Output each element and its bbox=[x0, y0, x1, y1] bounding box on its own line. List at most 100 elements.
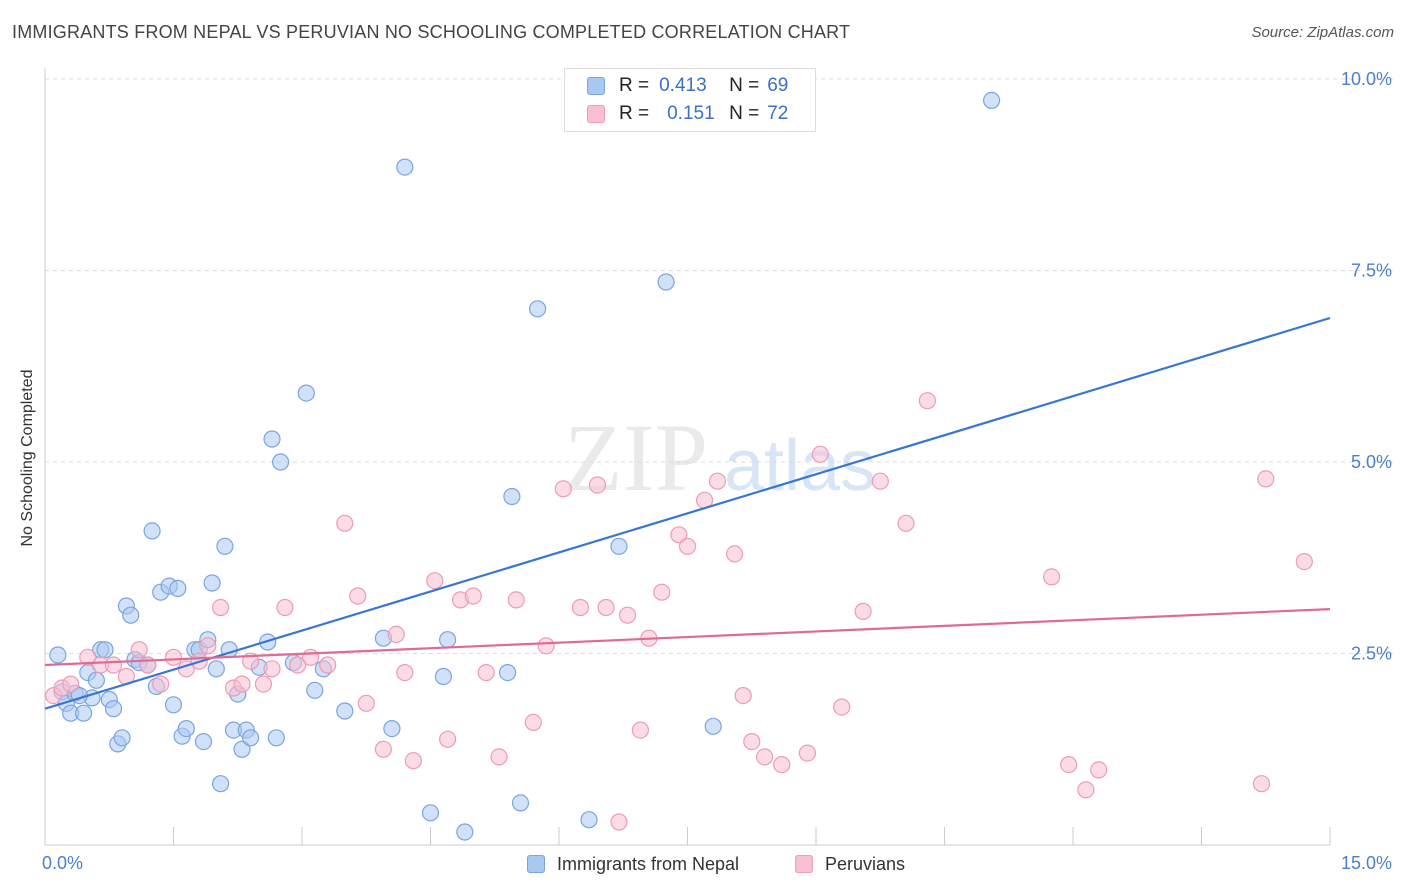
peru-point-24 bbox=[336, 514, 354, 532]
peru-point-38 bbox=[524, 713, 542, 732]
nepal-point-5 bbox=[74, 704, 93, 722]
nepal-point-43 bbox=[267, 729, 285, 747]
peru-point-34 bbox=[464, 587, 482, 605]
peru-point-9 bbox=[152, 675, 170, 693]
peru-point-53 bbox=[725, 545, 744, 563]
peru-point-16 bbox=[233, 675, 251, 693]
peru-point-3 bbox=[79, 648, 97, 666]
y-tick-label-2: 7.5% bbox=[1351, 261, 1392, 281]
legend-label-peru: Peruvians bbox=[825, 853, 906, 874]
nepal-point-64 bbox=[982, 91, 1001, 110]
peru-point-64 bbox=[918, 392, 937, 410]
stats-legend: R = 0.413 N = 69 R = 0.151 N = 72 bbox=[564, 68, 816, 132]
nepal-swatch bbox=[587, 77, 605, 95]
peru-point-31 bbox=[426, 572, 444, 590]
stats-row-peru: R = 0.151 N = 72 bbox=[587, 101, 788, 127]
peru-point-29 bbox=[396, 663, 414, 682]
peru-point-32 bbox=[439, 730, 457, 748]
peru-point-56 bbox=[755, 748, 774, 766]
nepal-point-37 bbox=[233, 740, 251, 758]
nepal-point-60 bbox=[580, 811, 598, 829]
peru-point-36 bbox=[490, 748, 508, 766]
peru-point-60 bbox=[833, 698, 851, 716]
peru-point-43 bbox=[597, 598, 615, 617]
peru-point-26 bbox=[357, 694, 375, 712]
nepal-point-14 bbox=[113, 729, 131, 747]
peru-point-30 bbox=[404, 752, 422, 770]
peru-trend-line bbox=[44, 608, 1331, 667]
chart-title: IMMIGRANTS FROM NEPAL VS PERUVIAN NO SCH… bbox=[12, 22, 851, 42]
peru-point-50 bbox=[678, 537, 697, 555]
peru-point-49 bbox=[670, 526, 688, 544]
nepal-point-53 bbox=[434, 667, 452, 686]
data-points bbox=[44, 91, 1313, 841]
peru-point-62 bbox=[871, 472, 889, 490]
peru-point-70 bbox=[1257, 470, 1275, 488]
nepal-point-49 bbox=[336, 702, 354, 720]
y-tick-label-0: 2.5% bbox=[1351, 644, 1392, 664]
nepal-point-32 bbox=[207, 660, 225, 678]
nepal-point-56 bbox=[499, 663, 517, 682]
nepal-point-19 bbox=[143, 522, 161, 540]
nepal-n-label: N = bbox=[729, 75, 760, 96]
nepal-point-42 bbox=[263, 430, 281, 448]
legend-label-nepal: Immigrants from Nepal bbox=[557, 853, 740, 874]
nepal-point-62 bbox=[657, 273, 675, 291]
peru-point-21 bbox=[289, 656, 307, 674]
peru-point-71 bbox=[1295, 552, 1313, 571]
peru-point-61 bbox=[854, 602, 872, 621]
legend-swatch-peru bbox=[795, 855, 813, 873]
nepal-point-57 bbox=[503, 487, 521, 506]
nepal-point-66 bbox=[122, 606, 140, 624]
watermark: ZIP atlas bbox=[564, 404, 876, 511]
peru-point-59 bbox=[811, 445, 829, 463]
peru-point-42 bbox=[588, 476, 607, 494]
nepal-point-51 bbox=[383, 719, 401, 738]
nepal-point-46 bbox=[297, 384, 315, 402]
source-label: Source: ZipAtlas.com bbox=[1251, 24, 1394, 41]
nepal-point-31 bbox=[203, 574, 221, 592]
peru-point-5 bbox=[104, 656, 123, 674]
nepal-point-39 bbox=[242, 729, 260, 747]
nepal-point-24 bbox=[169, 579, 187, 598]
peru-point-67 bbox=[1077, 781, 1095, 799]
x-tick-label-min: 0.0% bbox=[42, 853, 83, 873]
legend-item-peru: Peruvians bbox=[795, 851, 905, 877]
y-tick-label-1: 5.0% bbox=[1351, 452, 1392, 472]
peru-point-69 bbox=[1252, 775, 1271, 793]
peru-point-48 bbox=[653, 583, 671, 601]
peru-r-label: R = bbox=[619, 103, 650, 124]
peru-point-58 bbox=[798, 744, 817, 762]
legend-item-nepal: Immigrants from Nepal bbox=[527, 851, 739, 877]
nepal-point-44 bbox=[272, 453, 290, 471]
peru-point-7 bbox=[130, 641, 148, 659]
nepal-trend-line bbox=[44, 316, 1331, 710]
peru-point-20 bbox=[276, 598, 294, 617]
x-tick-label-max: 15.0% bbox=[1341, 853, 1392, 873]
peru-point-23 bbox=[319, 656, 337, 674]
trend-lines bbox=[44, 316, 1331, 710]
peru-point-68 bbox=[1090, 761, 1108, 779]
peru-point-45 bbox=[618, 606, 637, 624]
y-tick-label-3: 10.0% bbox=[1341, 69, 1392, 89]
nepal-point-61 bbox=[610, 537, 628, 555]
peru-point-19 bbox=[263, 660, 281, 678]
nepal-r-label: R = bbox=[619, 75, 650, 96]
watermark-atlas: atlas bbox=[724, 426, 876, 506]
peru-point-13 bbox=[199, 637, 217, 655]
peru-point-66 bbox=[1060, 755, 1078, 774]
peru-point-37 bbox=[507, 591, 525, 609]
legend-swatch-nepal bbox=[527, 855, 545, 873]
nepal-point-59 bbox=[528, 300, 547, 318]
peru-point-57 bbox=[773, 755, 791, 774]
stats-row-nepal: R = 0.413 N = 69 bbox=[587, 73, 788, 99]
nepal-point-47 bbox=[306, 681, 324, 699]
peru-point-44 bbox=[610, 813, 628, 831]
peru-point-63 bbox=[897, 514, 915, 532]
nepal-point-23 bbox=[164, 696, 183, 714]
nepal-n-value: 69 bbox=[767, 75, 789, 96]
peru-point-52 bbox=[708, 472, 727, 490]
peru-point-18 bbox=[254, 675, 272, 693]
nepal-point-58 bbox=[511, 794, 530, 812]
